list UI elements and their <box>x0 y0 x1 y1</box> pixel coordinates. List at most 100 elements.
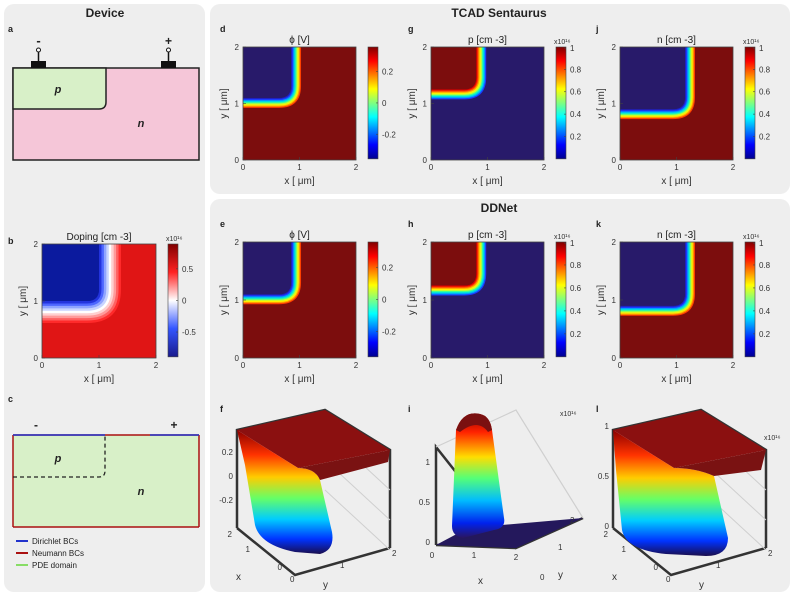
domain-minus: - <box>34 418 38 432</box>
heatmap-title: n [cm -3] <box>657 230 696 241</box>
colorbar-tick-label: 0.2 <box>759 330 771 339</box>
heatmap-title: Doping [cm -3] <box>66 232 131 243</box>
p-label: p <box>54 84 62 96</box>
heatmap-j: n [cm -3] 00 1 1 2 2 x [ μm] y [ μm] 1 0.8 0.6 0.4 0… <box>596 35 771 187</box>
legend-pde: PDE domain <box>32 561 77 570</box>
x-tick-label: 1 <box>297 163 302 172</box>
colorbar-tick-label: 0.6 <box>570 88 582 97</box>
colorbar-tick-label: 0.8 <box>759 65 771 74</box>
y-tick-label: 1 <box>340 561 345 570</box>
z-tick-label: 0.5 <box>598 472 610 481</box>
surface-i: 1 0.5 0 0 1 2 0 1 2 x y x10¹⁶ <box>419 409 584 587</box>
z-tick-label: 0 <box>426 538 431 547</box>
x-tick-label: 1 <box>246 545 251 554</box>
x-tick-label: 1 <box>485 163 490 172</box>
label-j: j <box>595 24 599 34</box>
heatmap-corner-region <box>243 47 292 98</box>
plus-terminal <box>166 47 171 53</box>
label-k: k <box>596 219 602 229</box>
colorbar-tick-label: 0.4 <box>570 307 582 316</box>
z-tick-label: 0.2 <box>222 448 234 457</box>
y-axis-label: y [ μm] <box>596 285 607 315</box>
x-axis-label: x <box>236 572 241 583</box>
y-tick-label: 2 <box>235 238 240 247</box>
x-tick-label: 0 <box>429 361 434 370</box>
colorbar-multiplier: x10¹⁶ <box>554 234 571 241</box>
plus-sign: + <box>165 34 172 48</box>
y-axis-label: y <box>558 570 563 581</box>
x-tick-label: 0 <box>278 563 283 572</box>
x-tick-label: 1 <box>674 163 679 172</box>
surface-plateau-edge <box>298 450 390 480</box>
x-tick-label: 2 <box>731 163 736 172</box>
y-tick-label: 0 <box>235 156 240 165</box>
label-c: c <box>8 394 13 404</box>
surface-plateau-edge <box>674 450 766 476</box>
heatmap-title: ϕ [V] <box>289 230 310 241</box>
y-axis-label: y [ μm] <box>219 285 230 315</box>
heatmap-corner-region <box>431 47 477 90</box>
label-i: i <box>408 404 411 414</box>
surface-cliff <box>613 430 728 556</box>
surface-plateau <box>237 410 390 468</box>
colorbar-multiplier: x10¹⁶ <box>554 39 571 46</box>
heatmap-g: p [cm -3] 00 1 1 2 2 x [ μm] y [ μm] 1 0.8 0.6 0.4 0… <box>407 35 582 187</box>
y-tick-label: 0 <box>290 575 295 584</box>
colorbar-tick-label: 0.4 <box>759 307 771 316</box>
x-axis-label: x [ μm] <box>472 176 502 187</box>
label-f: f <box>220 404 224 414</box>
label-d: d <box>220 24 226 34</box>
heatmap-corner-region <box>431 242 477 286</box>
z-multiplier: x10¹⁶ <box>764 435 781 442</box>
y-tick-label: 1 <box>612 100 617 109</box>
minus-sign: - <box>36 33 40 48</box>
heatmap-title: p [cm -3] <box>468 35 507 46</box>
y-tick-label: 0 <box>612 156 617 165</box>
colorbar-multiplier: x10¹⁶ <box>166 236 183 243</box>
x-tick-label: 2 <box>514 553 519 562</box>
x-tick-label: 2 <box>154 361 159 370</box>
heatmap-h: p [cm -3] 00 1 1 2 2 x [ μm] y [ μm] 1 0.8 0.6 0.4 0… <box>407 230 582 385</box>
x-tick-label: 0 <box>40 361 45 370</box>
colorbar-tick-label: 0.2 <box>382 68 394 77</box>
p-region <box>12 67 107 110</box>
colorbar-multiplier: x10¹⁶ <box>743 39 760 46</box>
x-tick-label: 0 <box>429 163 434 172</box>
device-schematic: - + p n <box>12 33 200 161</box>
heatmap-corner-region <box>42 244 99 301</box>
x-tick-label: 0 <box>618 163 623 172</box>
z-tick-label: 0 <box>605 522 610 531</box>
y-axis-label: y <box>699 580 704 591</box>
y-axis-label: y [ μm] <box>407 285 418 315</box>
colorbar-tick-label: 1 <box>570 44 575 53</box>
x-tick-label: 2 <box>542 163 547 172</box>
legend-dirichlet: Dirichlet BCs <box>32 537 78 546</box>
colorbar-multiplier: x10¹⁶ <box>743 234 760 241</box>
y-tick-label: 1 <box>423 100 428 109</box>
colorbar-tick-label: 0.4 <box>759 110 771 119</box>
colorbar-tick-label: 1 <box>759 44 764 53</box>
colorbar-tick-label: 0.6 <box>570 284 582 293</box>
surface-floor-frame <box>236 527 391 577</box>
surface-ridge-top <box>456 413 492 432</box>
x-axis-label: x [ μm] <box>661 374 691 385</box>
x-axis-label: x [ μm] <box>661 176 691 187</box>
domain-n-label: n <box>138 486 145 498</box>
y-axis-label: y [ μm] <box>596 88 607 118</box>
x-tick-label: 1 <box>674 361 679 370</box>
heatmap-corner-region <box>620 242 685 306</box>
surface-floor <box>436 518 583 548</box>
heatmap-title: p [cm -3] <box>468 230 507 241</box>
colorbar-tick-label: 1 <box>759 239 764 248</box>
colorbar-tick-label: 0.5 <box>182 265 194 274</box>
x-axis-label: x <box>612 572 617 583</box>
legend-neumann: Neumann BCs <box>32 549 84 558</box>
heatmap-k: n [cm -3] 00 1 1 2 2 x [ μm] y [ μm] 1 0.8 0.6 0.4 0… <box>596 230 771 385</box>
y-tick-label: 1 <box>34 297 39 306</box>
colorbar-tick-label: 0 <box>382 295 387 304</box>
surface-plateau <box>613 410 766 468</box>
colorbar-tick-label: 0 <box>382 99 387 108</box>
